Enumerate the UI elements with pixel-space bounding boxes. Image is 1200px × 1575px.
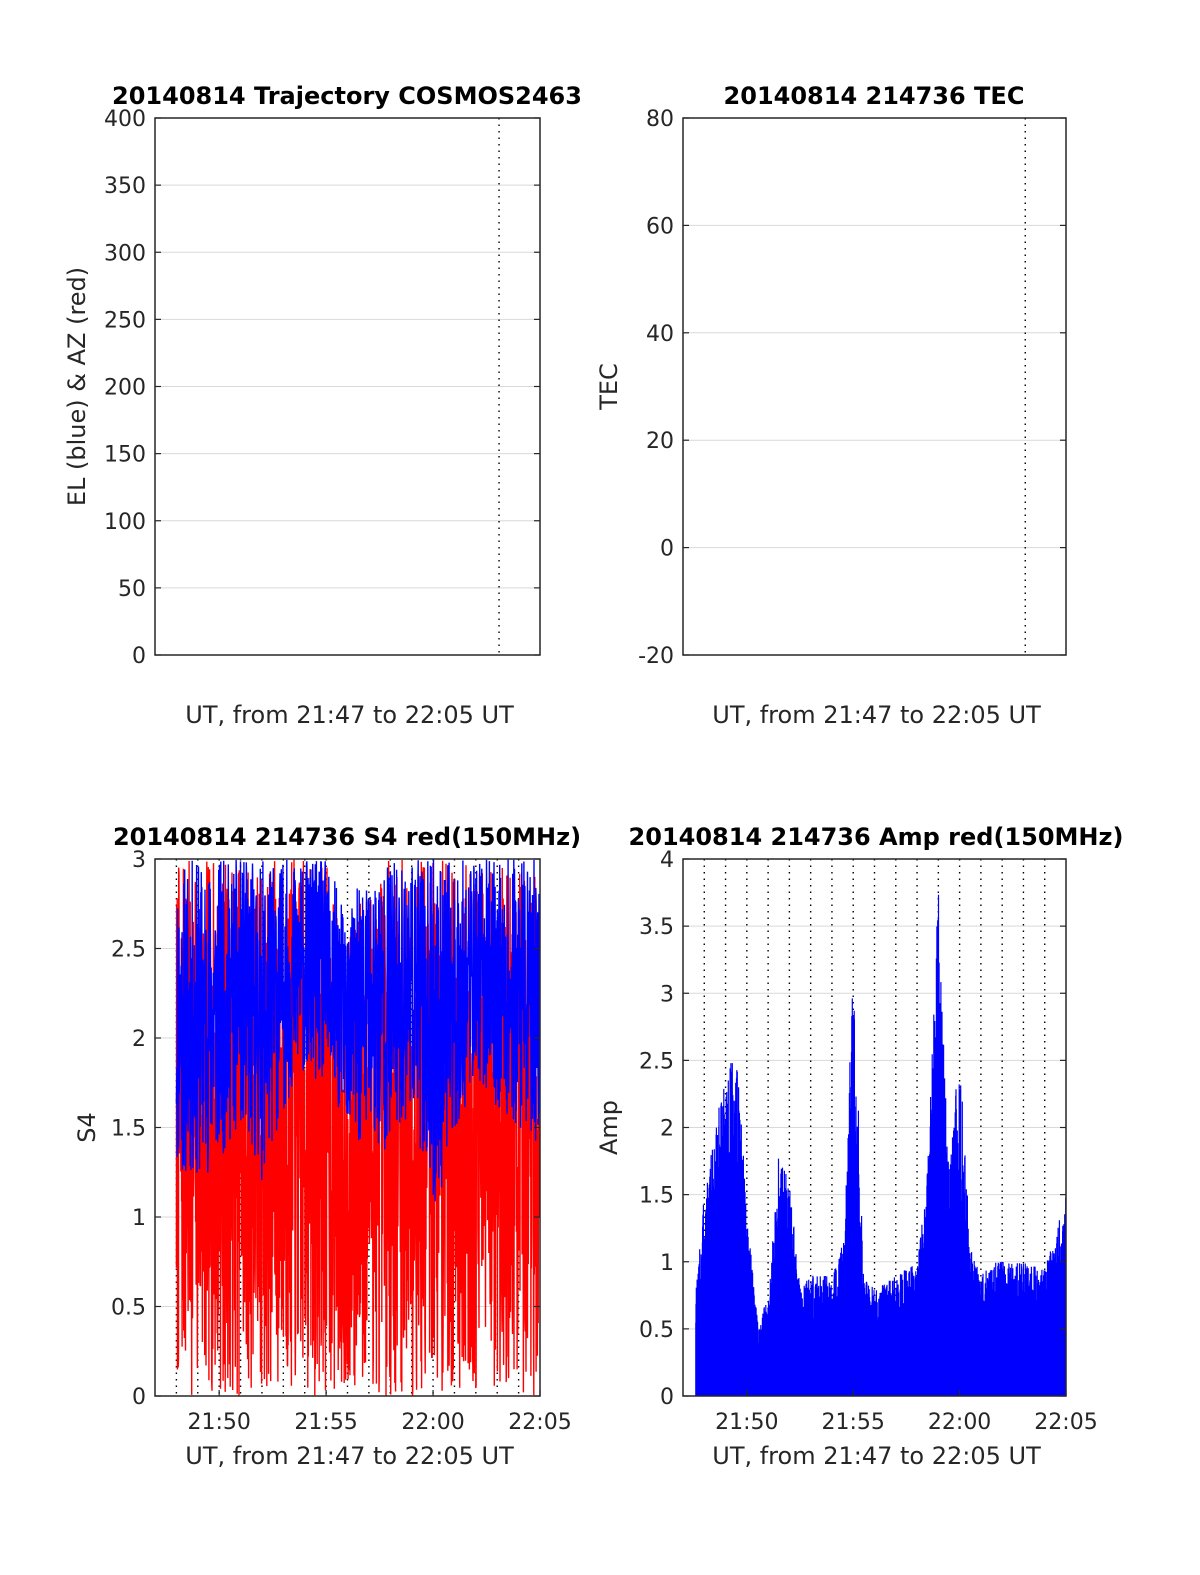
y-tick-label: -20 (638, 644, 674, 669)
y-tick-label: 250 (104, 308, 146, 333)
chart-title: 20140814 214736 S4 red(150MHz) (113, 823, 581, 851)
series-noise-blue (175, 859, 540, 1202)
y-tick-label: 2.5 (639, 1049, 674, 1074)
x-axis-label: UT, from 21:47 to 22:05 UT (712, 701, 1041, 729)
y-tick-label: 0.5 (639, 1318, 674, 1343)
series-spikes-blue (695, 894, 1066, 1396)
x-tick-label: 22:00 (928, 1410, 991, 1435)
amp-chart: UT, from 21:47 to 22:05 UT Amp 0 0.5 1 1.5 2… (595, 823, 1123, 1470)
y-tick-label: 150 (104, 443, 146, 468)
y-tick-label: 2 (660, 1117, 674, 1142)
y-axis-label: Amp (595, 1100, 623, 1155)
x-tick-label: 22:05 (1034, 1410, 1097, 1435)
y-tick-label: 350 (104, 174, 146, 199)
x-axis-label: UT, from 21:47 to 22:05 UT (185, 701, 514, 729)
y-tick-label: 2.5 (111, 938, 146, 963)
y-tick-label: 3 (132, 848, 146, 873)
x-tick-label: 21:50 (715, 1410, 778, 1435)
y-tick-label: 40 (646, 322, 674, 347)
y-tick-label: 0.5 (111, 1296, 146, 1321)
plot-area (175, 859, 540, 1396)
x-axis-label: UT, from 21:47 to 22:05 UT (185, 1442, 514, 1470)
tec-chart: UT, from 21:47 to 22:05 UT TEC -20 0 20 40 6… (595, 82, 1067, 729)
y-axis-label: S4 (73, 1112, 101, 1143)
y-tick-label: 0 (132, 1385, 146, 1410)
x-tick-label: 21:55 (294, 1410, 357, 1435)
x-axis-label: UT, from 21:47 to 22:05 UT (712, 1442, 1041, 1470)
y-tick-label: 3 (660, 982, 674, 1007)
y-tick-label: 1 (660, 1251, 674, 1276)
y-tick-label: 300 (104, 241, 146, 266)
y-tick-label: 4 (660, 848, 674, 873)
s4-chart: UT, from 21:47 to 22:05 UT S4 00.511.522… (73, 823, 581, 1470)
y-axis-label: EL (blue) & AZ (red) (63, 267, 91, 506)
y-tick-label: 80 (646, 107, 674, 132)
trajectory-chart: UT, from 21:47 to 22:05 UT EL (blue) & A… (63, 82, 582, 729)
chart-title: 20140814 214736 TEC (724, 82, 1025, 110)
y-tick-label: 2 (132, 1027, 146, 1052)
y-tick-label: 400 (104, 107, 146, 132)
x-tick-label: 22:00 (401, 1410, 464, 1435)
y-tick-label: 1 (132, 1206, 146, 1231)
y-tick-label: 200 (104, 376, 146, 401)
axes-box (682, 117, 1067, 656)
y-tick-label: 3.5 (639, 915, 674, 940)
y-tick-label: 0 (660, 537, 674, 562)
y-tick-label: 0 (660, 1385, 674, 1410)
x-tick-label: 22:05 (508, 1410, 571, 1435)
y-tick-label: 50 (118, 577, 146, 602)
x-tick-label: 21:55 (822, 1410, 885, 1435)
y-tick-label: 20 (646, 429, 674, 454)
y-axis-label: TEC (595, 363, 623, 411)
chart-title: 20140814 Trajectory COSMOS2463 (112, 82, 582, 110)
y-tick-label: 0 (132, 644, 146, 669)
y-tick-label: 100 (104, 510, 146, 535)
y-tick-label: 1.5 (639, 1184, 674, 1209)
y-tick-label: 1.5 (111, 1117, 146, 1142)
x-tick-label: 21:50 (187, 1410, 250, 1435)
y-tick-label: 60 (646, 214, 674, 239)
plot-area (695, 894, 1066, 1396)
chart-title: 20140814 214736 Amp red(150MHz) (629, 823, 1124, 851)
